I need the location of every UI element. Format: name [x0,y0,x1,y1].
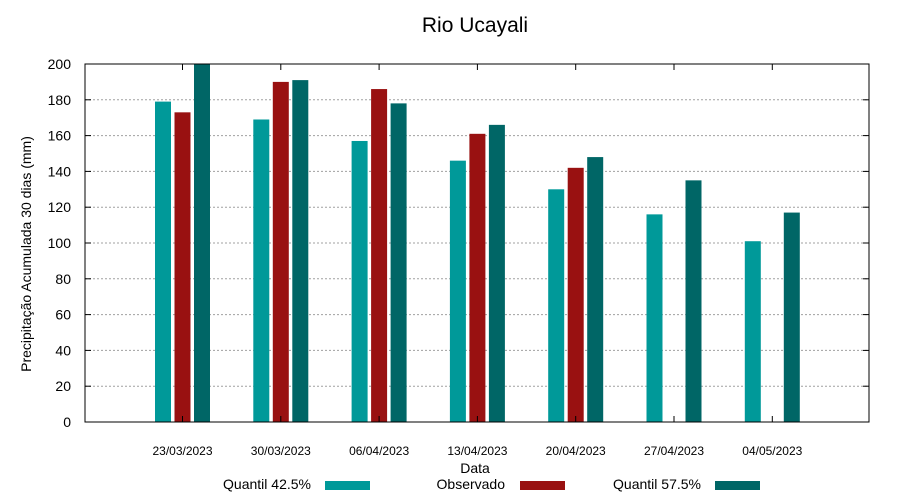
y-tick-label: 160 [48,128,72,144]
bar [646,214,663,422]
bar [548,189,565,422]
bar [351,140,368,422]
bar [253,119,270,423]
x-tick-label: 27/04/2023 [644,444,704,458]
bar [567,167,584,422]
x-tick-label: 30/03/2023 [251,444,311,458]
chart-title: Rio Ucayali [422,14,528,37]
bar [783,212,800,422]
bar [194,64,210,422]
x-tick-label: 06/04/2023 [349,444,409,458]
x-axis: 23/03/2023 30/03/2023 06/04/2023 13/04/2023… [152,64,803,458]
x-tick-label: 23/03/2023 [152,444,212,458]
y-tick-label: 40 [55,342,71,358]
bar [469,133,486,422]
legend-swatch [715,481,760,490]
x-tick-label: 04/05/2023 [742,444,802,458]
legend-swatch [325,481,370,490]
bar [155,101,171,422]
bars [155,64,800,423]
legend-swatch [520,481,565,490]
x-tick-label: 13/04/2023 [447,444,507,458]
y-tick-label: 200 [48,56,72,72]
y-tick-label: 180 [48,92,72,108]
y-tick-label: 60 [55,307,71,323]
y-axis: 0 20 40 60 80 100 120 140 160 180 200 [48,56,869,430]
y-axis-title: Precipitação Acumulada 30 dias (mm) [18,136,34,372]
x-tick-label: 20/04/2023 [546,444,606,458]
bar [685,180,702,422]
bar [449,160,466,422]
x-axis-title: Data [460,460,490,476]
bar [292,80,309,423]
y-tick-label: 140 [48,163,72,179]
bar [488,124,505,423]
bar [272,81,289,423]
y-tick-label: 20 [55,378,71,394]
bar [587,157,604,422]
legend-label: Observado [437,476,506,492]
bar [390,103,407,422]
bar [744,241,761,422]
y-tick-label: 120 [48,199,72,215]
legend-label: Quantil 42.5% [223,476,311,492]
y-tick-label: 80 [55,271,71,287]
y-tick-label: 100 [48,235,72,251]
legend-label: Quantil 57.5% [613,476,701,492]
bar [174,112,191,422]
legend: Quantil 42.5% Observado Quantil 57.5% [223,476,760,492]
y-tick-label: 0 [63,414,71,430]
bar [371,89,388,422]
